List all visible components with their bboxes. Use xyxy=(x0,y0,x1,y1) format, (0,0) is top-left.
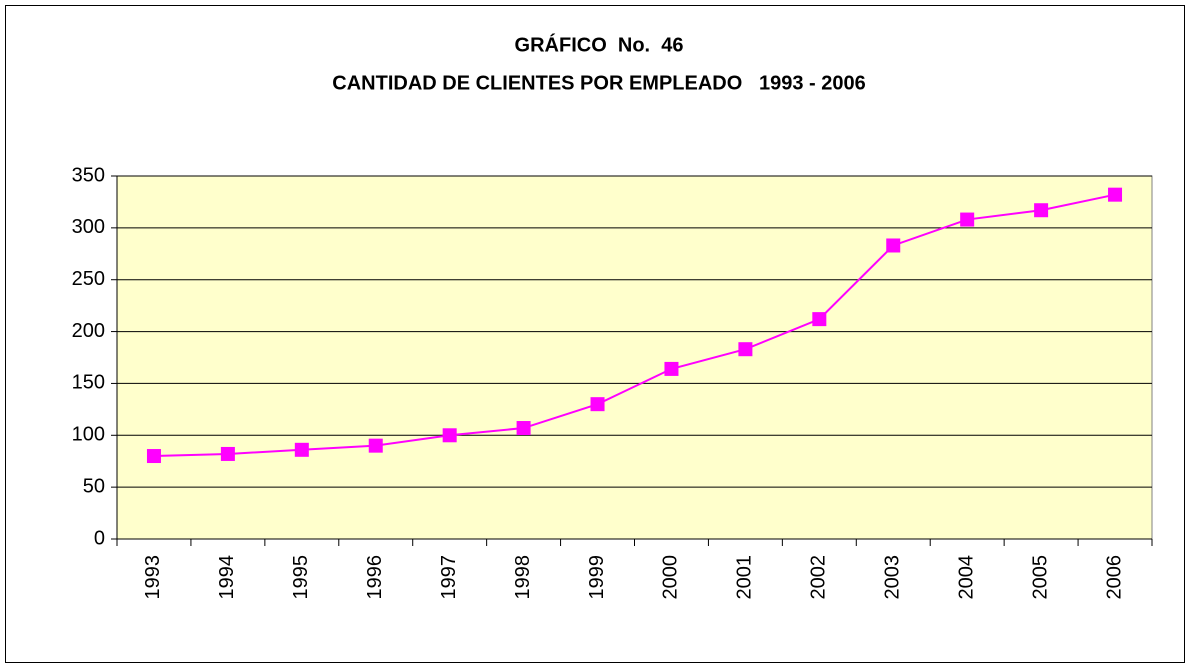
line xyxy=(153,193,1116,458)
marker xyxy=(294,442,309,457)
y-tick-label: 250 xyxy=(72,268,105,290)
x-tick-label: 1994 xyxy=(216,555,238,600)
x-tick-label: 1993 xyxy=(142,555,164,600)
chart-title: GRÁFICO No. 46 xyxy=(515,33,684,56)
marker xyxy=(1034,203,1049,218)
y-tick-label: 200 xyxy=(72,320,105,342)
x-tick-label: 1998 xyxy=(512,555,534,600)
marker xyxy=(738,342,753,357)
x-tick-label: 1999 xyxy=(586,555,608,600)
y-tick-label: 300 xyxy=(72,216,105,238)
marker xyxy=(220,446,235,461)
x-tick-label: 1995 xyxy=(290,555,312,600)
marker xyxy=(960,212,975,227)
y-tick-label: 150 xyxy=(72,372,105,394)
x-tick-label: 2001 xyxy=(734,555,756,600)
marker xyxy=(146,449,161,464)
x-tick-label: 2006 xyxy=(1103,555,1125,600)
marker xyxy=(442,428,457,443)
y-tick-label: 350 xyxy=(72,164,105,186)
y-tick-label: 0 xyxy=(94,527,105,549)
x-tick-label: 2003 xyxy=(882,555,904,600)
marker xyxy=(886,238,901,253)
x-tick-label: 1997 xyxy=(438,555,460,600)
x-tick-label: 2002 xyxy=(808,555,830,600)
chart-subtitle: CANTIDAD DE CLIENTES POR EMPLEADO 1993 -… xyxy=(332,72,865,94)
marker xyxy=(812,312,827,327)
marker xyxy=(590,397,605,412)
marker xyxy=(664,361,679,376)
plot-area xyxy=(116,175,1153,540)
x-tick-label: 1996 xyxy=(364,555,386,600)
marker xyxy=(1108,187,1123,202)
marker xyxy=(368,438,383,453)
x-tick-label: 2005 xyxy=(1029,555,1051,600)
y-tick-label: 100 xyxy=(72,424,105,446)
x-tick-label: 2004 xyxy=(955,555,977,600)
y-tick-label: 50 xyxy=(83,475,105,497)
marker xyxy=(516,421,531,436)
x-tick-label: 2000 xyxy=(660,555,682,600)
